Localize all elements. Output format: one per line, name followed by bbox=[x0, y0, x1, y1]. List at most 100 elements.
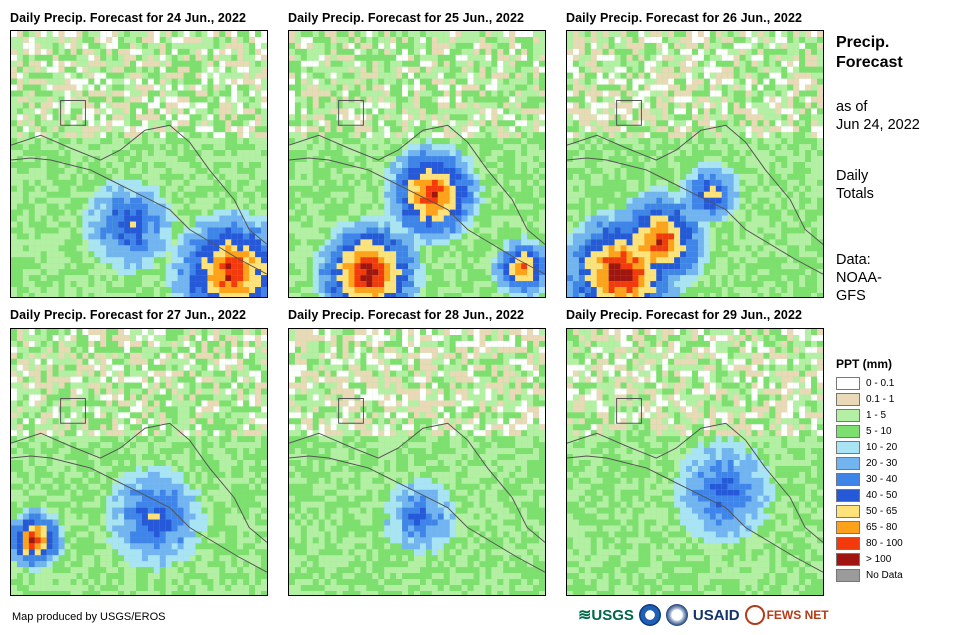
precip-cell bbox=[141, 233, 148, 240]
precip-cell bbox=[503, 167, 510, 174]
precip-cell bbox=[255, 215, 262, 222]
precip-cell bbox=[225, 102, 232, 109]
precip-cell bbox=[22, 275, 29, 282]
precip-cell bbox=[70, 209, 77, 216]
precip-cell bbox=[243, 251, 250, 258]
precip-cell bbox=[527, 72, 534, 79]
precip-cell bbox=[261, 84, 267, 91]
precip-cell bbox=[781, 84, 788, 91]
precip-cell bbox=[787, 31, 794, 37]
precip-cell bbox=[590, 132, 597, 139]
precip-cell bbox=[473, 102, 480, 109]
precip-cell bbox=[715, 108, 722, 115]
precip-cell bbox=[608, 144, 615, 151]
precip-cell bbox=[602, 120, 609, 127]
precip-cell bbox=[467, 197, 474, 204]
precip-cell bbox=[106, 96, 113, 103]
precip-cell bbox=[419, 281, 426, 288]
precip-cell bbox=[414, 114, 420, 121]
precip-cell bbox=[88, 179, 95, 186]
precip-cell bbox=[46, 162, 53, 168]
precip-cell bbox=[165, 90, 172, 97]
precip-cell bbox=[787, 132, 794, 139]
precip-cell bbox=[769, 179, 776, 186]
precip-cell bbox=[106, 292, 113, 297]
precip-cell bbox=[28, 203, 35, 210]
precip-cell bbox=[306, 120, 313, 127]
precip-cell bbox=[300, 281, 307, 288]
precip-cell bbox=[686, 66, 693, 73]
precip-cell bbox=[467, 108, 474, 115]
precip-cell bbox=[94, 287, 101, 293]
precip-cell bbox=[324, 42, 331, 49]
precip-cell bbox=[171, 197, 178, 204]
precip-cell bbox=[817, 173, 823, 180]
precip-cell bbox=[28, 179, 35, 186]
precip-cell bbox=[153, 251, 160, 258]
precip-cell bbox=[539, 108, 545, 115]
precip-cell bbox=[390, 36, 397, 43]
precip-cell bbox=[384, 114, 391, 121]
precip-cell bbox=[100, 233, 107, 240]
precip-cell bbox=[419, 42, 426, 49]
precip-cell bbox=[567, 31, 573, 37]
precip-cell bbox=[336, 72, 343, 79]
precip-cell bbox=[384, 245, 391, 252]
precip-cell bbox=[503, 78, 510, 85]
precip-cell bbox=[437, 173, 444, 180]
precip-cell bbox=[384, 275, 391, 282]
precip-cell bbox=[34, 191, 41, 198]
precip-cell bbox=[28, 209, 35, 216]
precip-cell bbox=[330, 269, 337, 276]
precip-cell bbox=[255, 78, 262, 85]
precip-cell bbox=[58, 90, 65, 97]
precip-cell bbox=[324, 275, 331, 282]
precip-cell bbox=[312, 48, 319, 55]
precip-cell bbox=[330, 54, 337, 61]
precip-cell bbox=[721, 31, 728, 37]
precip-cell bbox=[106, 257, 113, 264]
precip-cell bbox=[201, 31, 208, 37]
precip-cell bbox=[16, 191, 23, 198]
precip-cell bbox=[692, 102, 698, 109]
precip-cell bbox=[136, 84, 142, 91]
precip-cell bbox=[805, 162, 812, 168]
precip-cell bbox=[40, 150, 47, 157]
precip-cell bbox=[521, 197, 528, 204]
precip-cell bbox=[781, 173, 788, 180]
precip-cell bbox=[76, 90, 83, 97]
precip-cell bbox=[515, 156, 522, 163]
precip-cell bbox=[443, 138, 450, 145]
precip-cell bbox=[213, 108, 220, 115]
precip-cell bbox=[177, 209, 184, 216]
precip-cell bbox=[58, 292, 65, 297]
precip-cell bbox=[414, 233, 420, 240]
precip-cell bbox=[213, 221, 220, 228]
precip-cell bbox=[294, 257, 301, 264]
precip-cell bbox=[40, 132, 47, 139]
precip-cell bbox=[207, 150, 214, 157]
precip-cell bbox=[348, 90, 355, 97]
precip-cell bbox=[312, 31, 319, 37]
precip-cell bbox=[348, 150, 355, 157]
precip-cell bbox=[751, 173, 758, 180]
precip-cell bbox=[213, 102, 220, 109]
precip-cell bbox=[590, 126, 597, 133]
precip-cell bbox=[751, 144, 758, 151]
precip-cell bbox=[390, 138, 397, 145]
precip-cell bbox=[40, 275, 47, 282]
precip-cell bbox=[165, 167, 172, 174]
precip-cell bbox=[533, 275, 540, 282]
precip-cell bbox=[342, 156, 349, 163]
precip-cell bbox=[100, 185, 107, 192]
precip-cell bbox=[620, 132, 627, 139]
precip-cell bbox=[118, 191, 125, 198]
precip-cell bbox=[255, 245, 262, 252]
precip-cell bbox=[354, 31, 361, 37]
precip-cell bbox=[378, 227, 385, 234]
precip-cell bbox=[638, 42, 645, 49]
precip-cell bbox=[805, 31, 812, 37]
precip-cell bbox=[159, 209, 166, 216]
precip-cell bbox=[261, 138, 267, 145]
precip-cell bbox=[354, 215, 361, 222]
